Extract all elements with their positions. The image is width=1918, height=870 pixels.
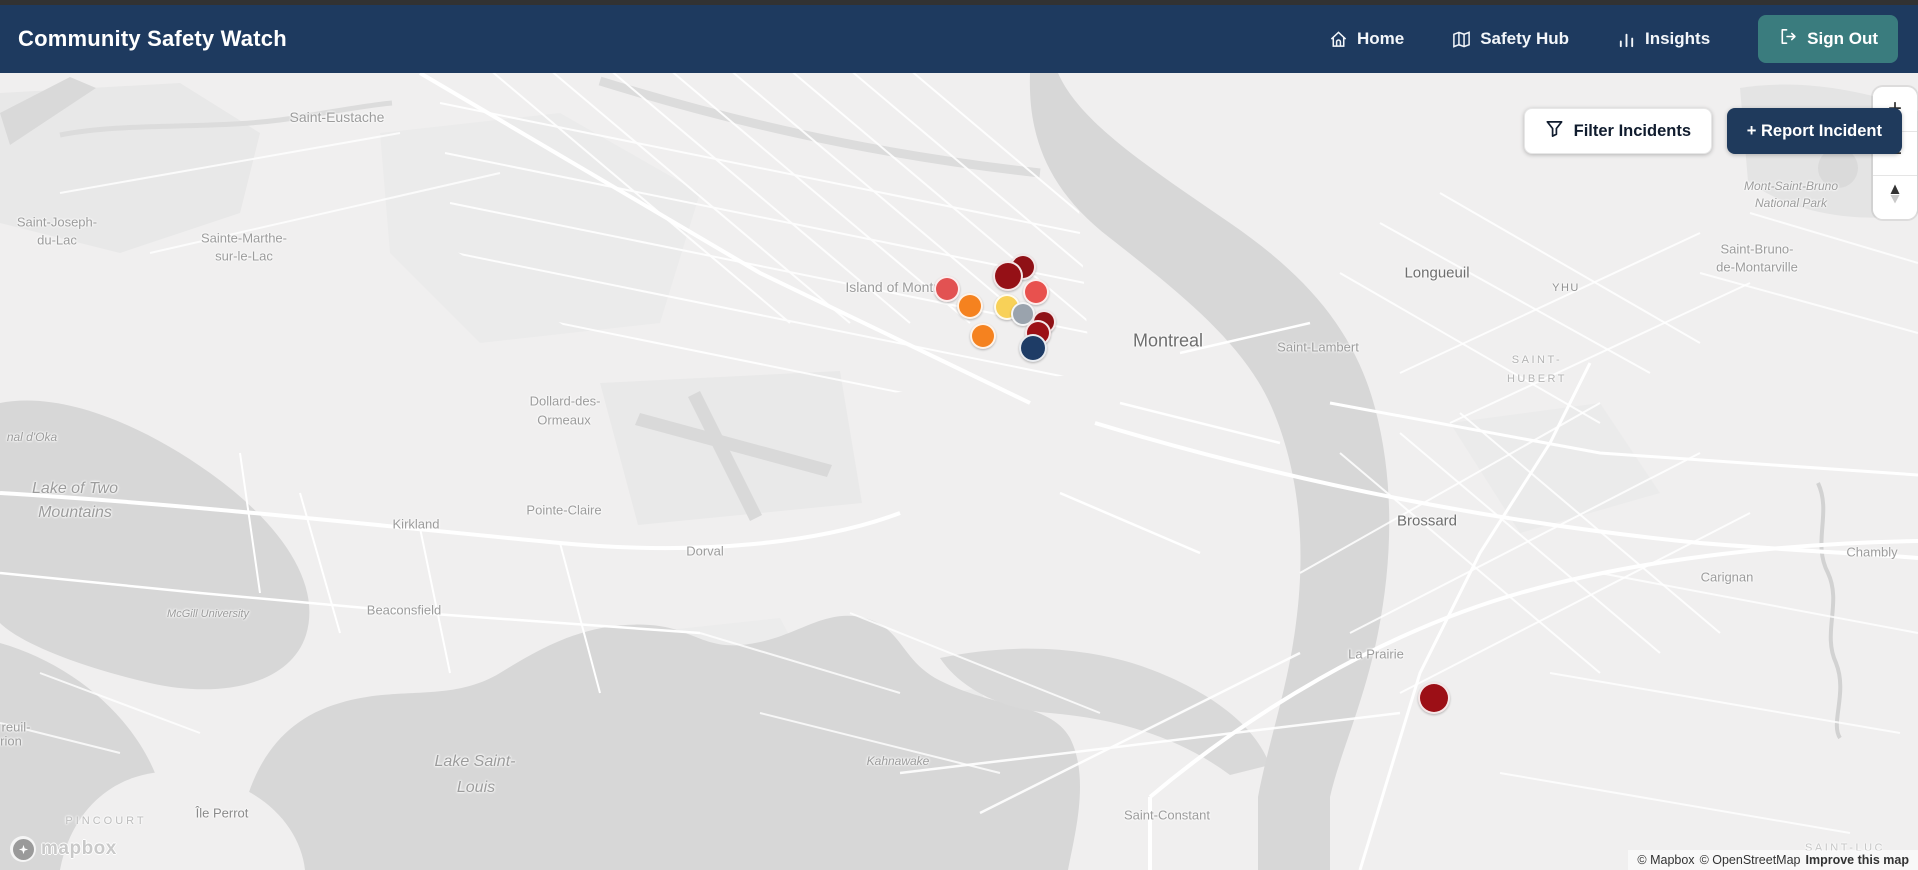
- mapbox-wordmark: mapbox: [41, 838, 117, 859]
- map-label: McGill University: [167, 608, 249, 620]
- map-label: Saint-Joseph-: [16, 214, 98, 230]
- mapbox-logo-icon: [10, 836, 36, 862]
- map-label: Montreal: [1132, 330, 1204, 351]
- nav-item-label: Safety Hub: [1480, 29, 1569, 48]
- map-label: Sainte-Marthe-: [201, 230, 287, 246]
- map-icon: [1452, 30, 1471, 49]
- map-canvas[interactable]: Saint-Eustache Saint-Joseph-du-Lac Sainte-…: [0, 73, 1918, 870]
- incident-marker[interactable]: [1019, 334, 1047, 362]
- map-label: Longueuil: [1404, 264, 1470, 282]
- map-label: Île Perrot: [195, 805, 249, 821]
- home-icon: [1329, 30, 1348, 49]
- map-label: Dollard-des-: [529, 393, 601, 409]
- compass-needle-icon: [1884, 183, 1906, 212]
- window-top-strip: [0, 0, 1918, 5]
- map-label: Kirkland: [392, 516, 440, 532]
- map-label: Ormeaux: [537, 412, 591, 428]
- incident-marker[interactable]: [970, 323, 996, 349]
- incident-marker[interactable]: [993, 261, 1023, 291]
- map-label: du-Lac: [37, 232, 77, 248]
- nav-item-insights[interactable]: Insights: [1617, 29, 1710, 49]
- map-label: Mont-Saint-Bruno: [1743, 179, 1839, 193]
- map-label: SAINT-: [1511, 354, 1563, 366]
- nav-item-home[interactable]: Home: [1329, 29, 1404, 49]
- map-label: Island of Montreal: [845, 279, 957, 295]
- map-label: Saint-Constant: [1124, 807, 1210, 823]
- funnel-icon: [1545, 119, 1564, 143]
- map-label: YHU: [1552, 282, 1580, 294]
- map-label: Saint-Bruno-: [1720, 241, 1794, 257]
- map-basemap: [0, 73, 1918, 870]
- map-label: Saint-Lambert: [1277, 339, 1359, 355]
- incident-marker[interactable]: [957, 293, 983, 319]
- logout-icon: [1778, 27, 1797, 51]
- map-label: rion: [0, 733, 22, 749]
- nav-item-label: Home: [1356, 29, 1405, 48]
- map-label: Mountains: [38, 504, 112, 521]
- sign-out-button[interactable]: Sign Out: [1758, 15, 1898, 63]
- bar-chart-icon: [1617, 30, 1636, 49]
- filter-incidents-button[interactable]: Filter Incidents: [1523, 108, 1712, 154]
- map-label: Dorval: [686, 543, 724, 559]
- map-label: reuil-: [1, 719, 31, 735]
- incident-marker[interactable]: [1418, 682, 1450, 714]
- mapbox-logo[interactable]: mapbox: [10, 836, 117, 862]
- map-label: Saint-Eustache: [289, 109, 385, 125]
- app-title: Community Safety Watch: [18, 26, 287, 51]
- map-label: La Prairie: [1348, 646, 1404, 662]
- nav-item-label: Insights: [1645, 29, 1711, 48]
- compass-button[interactable]: [1873, 175, 1917, 219]
- map-label: Kahnawake: [866, 754, 930, 768]
- report-incident-label: + Report Incident: [1746, 121, 1882, 140]
- map-label: Chambly: [1846, 544, 1898, 560]
- map-label: National Park: [1754, 196, 1828, 210]
- map-label: Brossard: [1396, 512, 1458, 530]
- nav-item-safety-hub[interactable]: Safety Hub: [1452, 29, 1569, 49]
- attribution-mapbox-link[interactable]: © Mapbox: [1637, 853, 1695, 867]
- main-nav: Home Safety Hub Insights Sign Out: [1329, 15, 1898, 63]
- incident-marker[interactable]: [1023, 279, 1049, 305]
- header-bar: Community Safety Watch Home Safety Hub I…: [0, 5, 1918, 73]
- map-label: Pointe-Claire: [526, 502, 602, 518]
- map-attribution: © Mapbox © OpenStreetMap Improve this ma…: [1628, 850, 1918, 870]
- map-label: de-Montarville: [1716, 259, 1798, 275]
- sign-out-label: Sign Out: [1807, 29, 1878, 48]
- map-label: PINCOURT: [65, 815, 147, 827]
- map-label: HUBERT: [1506, 373, 1568, 385]
- map-label: Lake Saint-: [434, 753, 516, 770]
- map-label: Carignan: [1700, 569, 1754, 585]
- report-incident-button[interactable]: + Report Incident: [1726, 108, 1902, 154]
- map-label: Beaconsfield: [366, 602, 442, 618]
- attribution-osm-link[interactable]: © OpenStreetMap: [1699, 853, 1801, 867]
- map-label: nal d'Oka: [6, 430, 58, 444]
- map-label: sur-le-Lac: [215, 248, 273, 264]
- filter-incidents-label: Filter Incidents: [1573, 121, 1691, 140]
- map-label: Louis: [456, 779, 496, 796]
- improve-map-link[interactable]: Improve this map: [1805, 853, 1910, 867]
- incident-marker[interactable]: [934, 276, 960, 302]
- map-label: Lake of Two: [32, 480, 118, 497]
